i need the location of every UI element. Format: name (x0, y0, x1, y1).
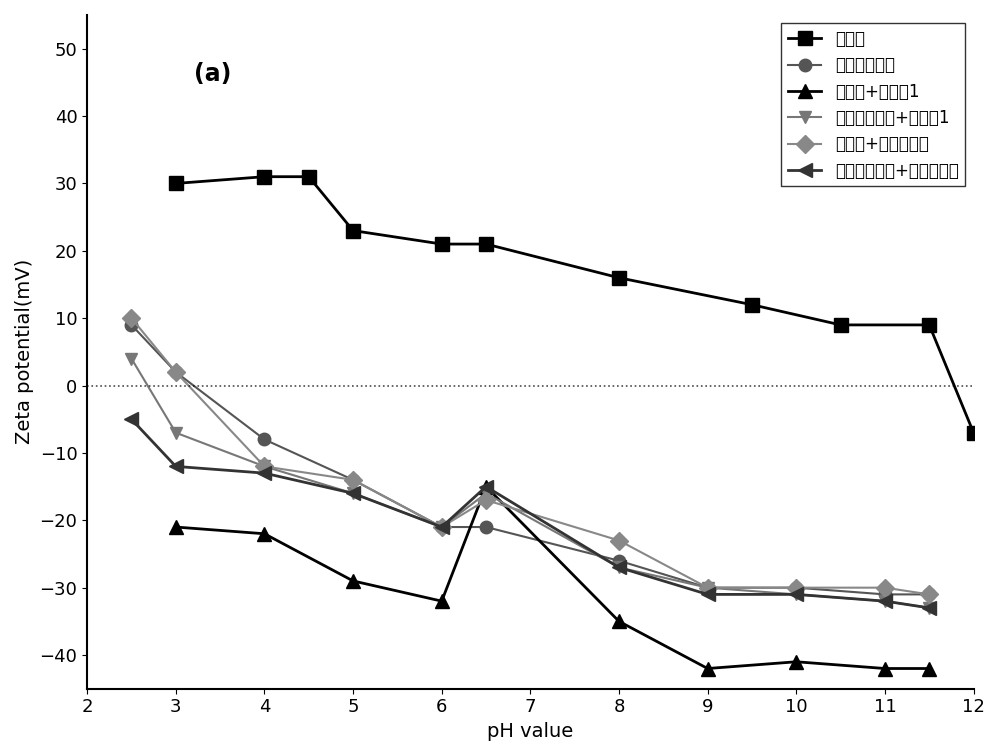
硫化铜镍矿物+六偏磷酸钠 (923, 603, 935, 612)
硫化铜镍矿物 (170, 367, 182, 376)
硫化铜镍矿物+实施例1 (879, 596, 891, 606)
硫化铜镍矿物 (480, 522, 492, 531)
蛇纹石 (968, 428, 980, 437)
蛇纹石+实施例1 (879, 664, 891, 673)
硫化铜镍矿物+实施例1 (258, 462, 270, 471)
硫化铜镍矿物+六偏磷酸钠 (258, 469, 270, 478)
蛇纹石 (835, 321, 847, 330)
蛇纹石+六偏磷酸钠 (480, 495, 492, 504)
硫化铜镍矿物+六偏磷酸钠 (613, 563, 625, 572)
Legend: 蛇纹石, 硫化铜镍矿物, 蛇纹石+实施例1, 硫化铜镍矿物+实施例1, 蛇纹石+六偏磷酸钠, 硫化铜镍矿物+六偏磷酸钠: 蛇纹石, 硫化铜镍矿物, 蛇纹石+实施例1, 硫化铜镍矿物+实施例1, 蛇纹石+… (781, 23, 965, 186)
硫化铜镍矿物 (347, 476, 359, 485)
蛇纹石+实施例1 (790, 657, 802, 666)
硫化铜镍矿物+实施例1 (125, 354, 137, 363)
蛇纹石+实施例1 (347, 576, 359, 585)
硫化铜镍矿物 (702, 583, 714, 592)
硫化铜镍矿物+六偏磷酸钠 (702, 590, 714, 599)
蛇纹石+六偏磷酸钠 (170, 367, 182, 376)
硫化铜镍矿物+实施例1 (702, 583, 714, 592)
蛇纹石 (170, 179, 182, 188)
蛇纹石 (923, 321, 935, 330)
Line: 硫化铜镍矿物: 硫化铜镍矿物 (125, 319, 935, 601)
硫化铜镍矿物 (923, 590, 935, 599)
硫化铜镍矿物 (436, 522, 448, 531)
硫化铜镍矿物 (258, 435, 270, 444)
蛇纹石+实施例1 (258, 529, 270, 538)
蛇纹石 (480, 240, 492, 249)
硫化铜镍矿物+六偏磷酸钠 (790, 590, 802, 599)
蛇纹石+六偏磷酸钠 (436, 522, 448, 531)
硫化铜镍矿物+实施例1 (790, 590, 802, 599)
硫化铜镍矿物+六偏磷酸钠 (480, 482, 492, 491)
硫化铜镍矿物 (613, 556, 625, 565)
硫化铜镍矿物 (790, 583, 802, 592)
硫化铜镍矿物+六偏磷酸钠 (347, 489, 359, 498)
蛇纹石+实施例1 (436, 596, 448, 606)
蛇纹石+实施例1 (613, 617, 625, 626)
硫化铜镍矿物+实施例1 (347, 489, 359, 498)
硫化铜镍矿物+实施例1 (170, 428, 182, 437)
蛇纹石 (347, 226, 359, 235)
硫化铜镍矿物+六偏磷酸钠 (436, 522, 448, 531)
硫化铜镍矿物+六偏磷酸钠 (125, 415, 137, 424)
Line: 硫化铜镍矿物+实施例1: 硫化铜镍矿物+实施例1 (125, 352, 935, 614)
Line: 蛇纹石+实施例1: 蛇纹石+实施例1 (169, 479, 936, 675)
硫化铜镍矿物 (879, 590, 891, 599)
蛇纹石+六偏磷酸钠 (879, 583, 891, 592)
Y-axis label: Zeta potential(mV): Zeta potential(mV) (15, 259, 34, 445)
蛇纹石+实施例1 (480, 482, 492, 491)
Line: 蛇纹石: 蛇纹石 (169, 170, 981, 440)
蛇纹石 (258, 172, 270, 181)
X-axis label: pH value: pH value (487, 722, 573, 741)
硫化铜镍矿物+六偏磷酸钠 (170, 462, 182, 471)
Text: (a): (a) (194, 62, 231, 86)
硫化铜镍矿物+六偏磷酸钠 (879, 596, 891, 606)
蛇纹石 (436, 240, 448, 249)
硫化铜镍矿物+实施例1 (923, 603, 935, 612)
蛇纹石+实施例1 (923, 664, 935, 673)
Line: 蛇纹石+六偏磷酸钠: 蛇纹石+六偏磷酸钠 (125, 312, 935, 601)
蛇纹石+实施例1 (702, 664, 714, 673)
蛇纹石+六偏磷酸钠 (702, 583, 714, 592)
蛇纹石 (746, 300, 758, 309)
蛇纹石+六偏磷酸钠 (125, 314, 137, 323)
蛇纹石+六偏磷酸钠 (347, 476, 359, 485)
蛇纹石+实施例1 (170, 522, 182, 531)
蛇纹石+六偏磷酸钠 (613, 536, 625, 545)
硫化铜镍矿物 (125, 321, 137, 330)
蛇纹石+六偏磷酸钠 (258, 462, 270, 471)
硫化铜镍矿物+实施例1 (613, 563, 625, 572)
蛇纹石+六偏磷酸钠 (790, 583, 802, 592)
蛇纹石 (613, 273, 625, 282)
蛇纹石 (303, 172, 315, 181)
蛇纹石+六偏磷酸钠 (923, 590, 935, 599)
Line: 硫化铜镍矿物+六偏磷酸钠: 硫化铜镍矿物+六偏磷酸钠 (125, 412, 936, 615)
硫化铜镍矿物+实施例1 (480, 489, 492, 498)
硫化铜镍矿物+实施例1 (436, 522, 448, 531)
